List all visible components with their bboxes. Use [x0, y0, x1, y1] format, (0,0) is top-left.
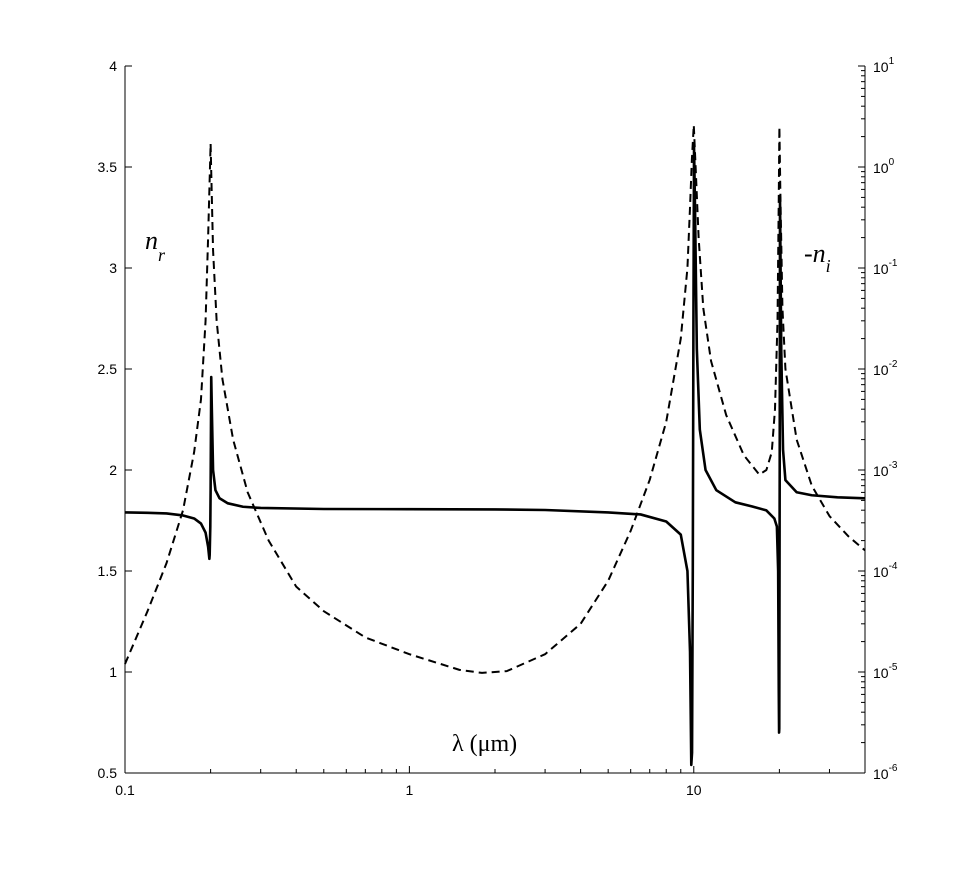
series-layer — [124, 124, 866, 767]
right-tick-label: 10-4 — [873, 561, 898, 580]
left-tick-label: 1.5 — [98, 563, 118, 579]
left-axis-label-sub: r — [158, 245, 166, 265]
left-tick-label: 4 — [109, 58, 117, 74]
right-tick-label: 10-3 — [873, 460, 898, 479]
left-axis-label: nr — [145, 226, 166, 265]
x-axis-label: λ (μm) — [452, 731, 517, 757]
right-tick-label: 10-2 — [873, 359, 898, 378]
left-tick-label: 3.5 — [98, 159, 118, 175]
right-axis-label-main: -n — [804, 239, 826, 268]
left-axis-ticks: 0.5 1 1.5 2 2.5 3 3.5 4 — [98, 58, 132, 781]
right-tick-label: 100 — [873, 157, 895, 176]
right-axis-label-sub: i — [826, 256, 831, 276]
right-tick-label: 101 — [873, 56, 895, 75]
x-tick-label: 1 — [405, 782, 413, 798]
x-tick-label: 0.1 — [115, 782, 135, 798]
series-line-dashed — [124, 124, 866, 674]
right-axis-label: -ni — [804, 239, 831, 276]
right-tick-label: 10-6 — [873, 763, 898, 782]
plot-frame — [124, 66, 866, 774]
left-tick-label: 3 — [109, 260, 117, 276]
right-tick-label: 10-5 — [873, 662, 898, 681]
series-line-solid — [124, 145, 866, 767]
left-tick-label: 0.5 — [98, 765, 118, 781]
right-tick-label: 10-1 — [873, 258, 898, 277]
left-tick-label: 2 — [109, 462, 117, 478]
left-axis-label-main: n — [145, 226, 158, 255]
x-axis-ticks: 0.1 1 10 — [115, 766, 830, 798]
left-tick-label: 1 — [109, 664, 117, 680]
left-tick-label: 2.5 — [98, 361, 118, 377]
right-axis-ticks: 10-6 10-5 10-4 10-3 10-2 10-1 100 101 — [858, 56, 898, 782]
x-tick-label: 10 — [686, 782, 702, 798]
